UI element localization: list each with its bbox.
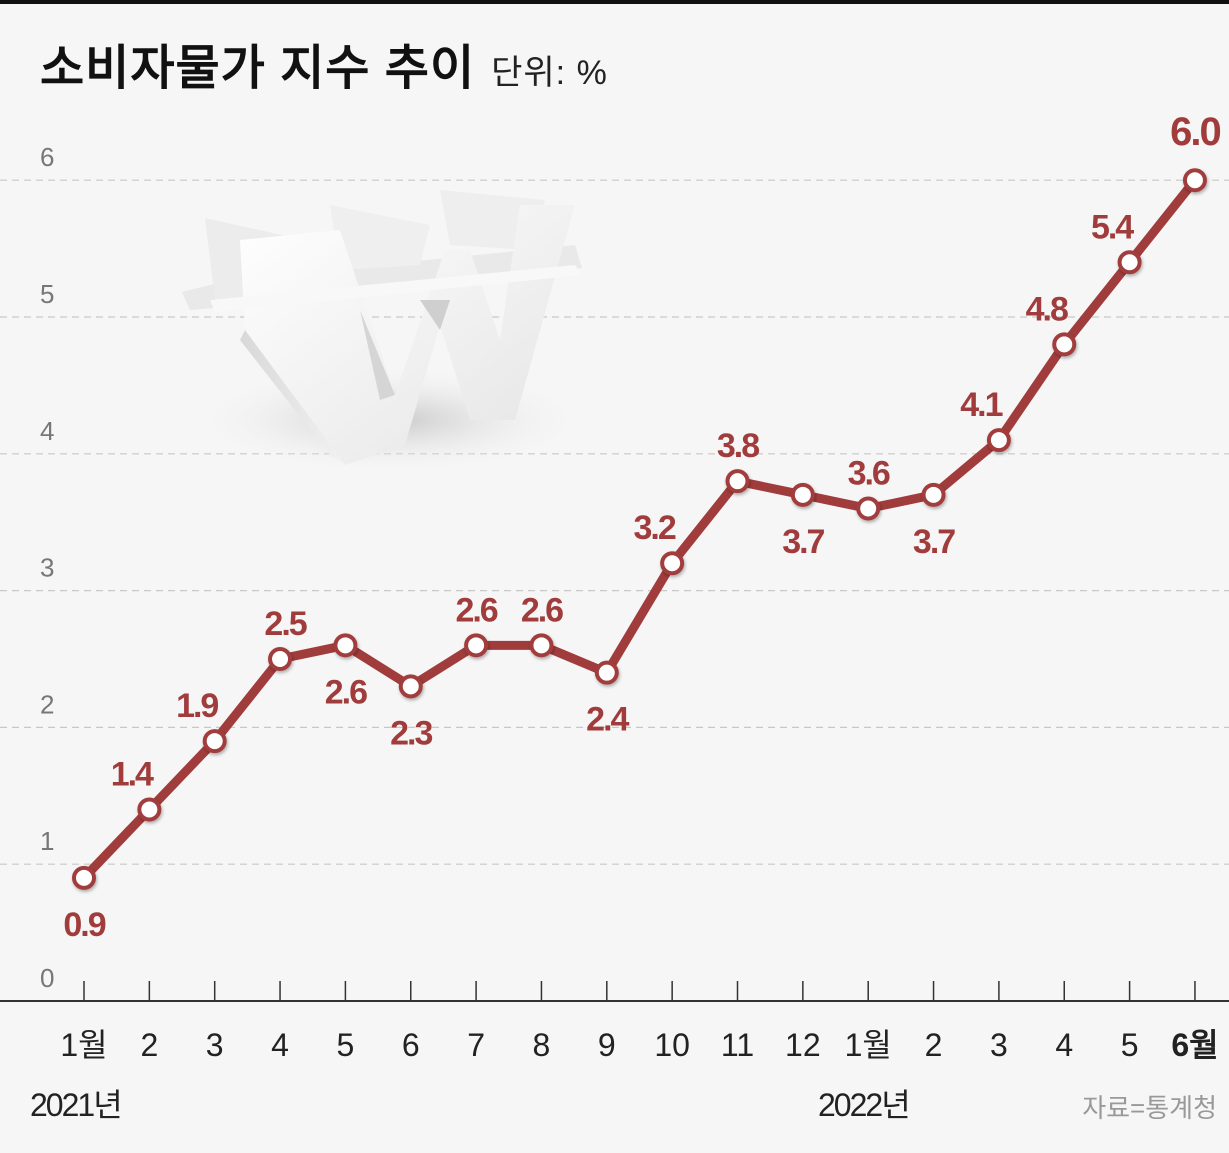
year-label-2022: 2022년 [818,1087,911,1123]
x-tick-label: 10 [654,1027,690,1063]
data-point [1182,168,1207,193]
x-tick-label: 8 [533,1027,551,1063]
value-label: 1.4 [111,755,154,793]
data-point [202,729,227,754]
data-point [790,482,815,507]
data-line [79,175,1200,883]
value-labels: 0.9 1.4 1.9 2.5 2.6 2.3 2.6 2.6 2.4 3.2 3.8 3.7 3.6 3… [63,110,1222,944]
value-label: 3.2 [634,509,676,547]
data-point [268,647,293,671]
data-point [464,633,489,658]
value-label: 6.0 [1170,110,1220,154]
x-tick-label: 6월 [1171,1027,1218,1063]
value-label: 3.7 [782,523,824,561]
value-label: 2.3 [390,714,432,752]
data-point [1052,332,1077,357]
unit-label: 단위: % [491,54,608,92]
x-tick-label: 7 [467,1027,485,1063]
value-label: 2.4 [586,701,629,739]
x-tick-label: 1월 [60,1027,107,1063]
y-tick-label: 2 [40,689,54,719]
title-text: 소비자물가 지수 추이 [40,42,476,95]
x-tick-label: 4 [271,1027,289,1063]
x-tick-label: 12 [785,1027,821,1063]
data-point [986,428,1011,453]
x-tick-label: 5 [1121,1027,1139,1063]
value-label: 2.6 [521,591,563,629]
data-point [660,551,685,576]
y-tick-label: 0 [40,963,54,993]
value-label: 3.6 [848,455,890,493]
y-tick-label: 1 [40,826,54,856]
data-point [856,496,881,521]
value-label: 1.9 [176,687,218,725]
value-label: 2.6 [325,673,367,711]
data-point [398,674,423,699]
x-tick-label: 4 [1055,1027,1073,1063]
data-point [1117,250,1142,275]
value-label: 4.8 [1026,290,1068,328]
value-label: 2.5 [264,605,306,643]
x-tick-label: 2 [140,1027,158,1063]
value-label: 0.9 [63,906,105,944]
value-label: 3.7 [913,523,955,561]
y-tick-label: 5 [40,279,54,309]
value-label: 4.1 [960,386,1002,424]
y-axis-ticks: 0 1 2 3 4 5 6 [40,142,54,993]
grid-lines [0,179,1229,865]
x-tick-label: 3 [990,1027,1008,1063]
top-border [0,0,1229,4]
data-point [333,633,358,658]
value-label: 3.8 [717,427,759,465]
x-tick-label: 1월 [845,1027,892,1063]
y-tick-label: 3 [40,553,54,583]
data-point [921,482,946,507]
value-label: 2.6 [455,591,497,629]
chart-title: 소비자물가 지수 추이 단위: % [40,28,608,98]
x-tick-label: 9 [598,1027,616,1063]
data-point [137,797,162,822]
won-currency-3d-icon [182,190,590,475]
x-tick-label: 3 [206,1027,224,1063]
x-tick-label: 5 [337,1027,355,1063]
data-point [529,633,554,658]
data-point [72,865,96,890]
x-tick-label: 6 [402,1027,420,1063]
value-label: 5.4 [1091,208,1134,246]
data-point [725,469,750,494]
y-tick-label: 6 [40,142,54,172]
data-points [72,168,1207,890]
y-tick-label: 4 [40,416,54,446]
source-label: 자료=통계청 [1082,1093,1217,1123]
x-tick-label: 2 [925,1027,943,1063]
year-label-2021: 2021년 [30,1087,123,1123]
data-point [594,660,619,685]
x-axis-ticks: 1월 2 3 4 5 6 7 8 9 10 11 12 1월 2 3 4 5 6월 [60,981,1219,1063]
x-tick-label: 11 [721,1027,754,1063]
